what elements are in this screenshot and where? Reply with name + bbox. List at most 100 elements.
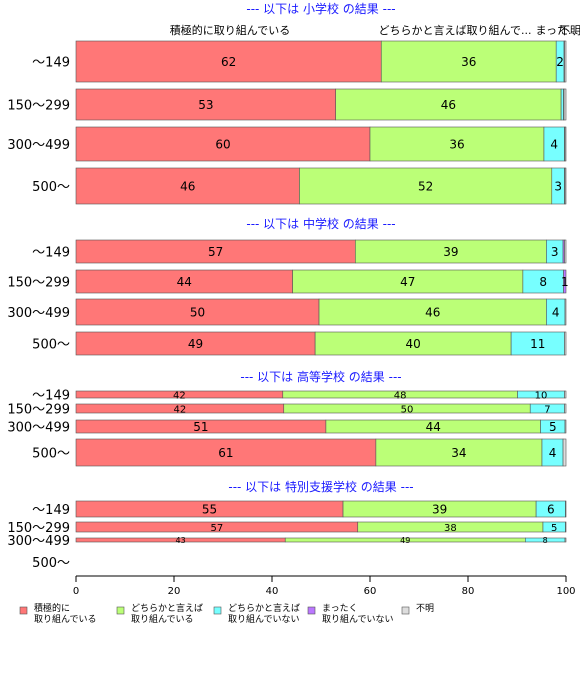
data-label: 49 xyxy=(188,337,203,351)
category-label: 300〜499 xyxy=(7,421,70,436)
legend-swatch xyxy=(213,606,222,615)
bar-segment xyxy=(75,88,337,121)
category-label: 150〜299 xyxy=(7,276,70,291)
data-label: 42 xyxy=(174,404,187,415)
data-label: 4 xyxy=(549,446,557,460)
data-label: 46 xyxy=(425,306,440,320)
data-label: 57 xyxy=(211,523,224,534)
category-label: 300〜499 xyxy=(7,306,70,321)
bar-segment xyxy=(562,438,567,467)
bar-segment xyxy=(369,126,545,162)
legend-label: まったく xyxy=(322,603,358,614)
data-label: 6 xyxy=(547,503,555,517)
data-label: 42 xyxy=(173,390,186,401)
data-label: 43 xyxy=(176,536,186,545)
data-label: 46 xyxy=(441,98,456,112)
data-label: 5 xyxy=(549,420,557,434)
data-label: 48 xyxy=(394,390,407,401)
legend-label: 不明 xyxy=(416,603,434,614)
legend-swatch xyxy=(116,606,125,615)
bar-segment xyxy=(564,239,567,264)
panel-title: --- 以下は 小学校 の結果 --- xyxy=(246,1,395,16)
x-tick-label: 100 xyxy=(556,586,575,597)
category-label: 〜149 xyxy=(32,56,70,71)
category-label: 〜149 xyxy=(32,389,70,404)
legend-label: どちらかと言えば xyxy=(131,602,203,614)
data-label: 44 xyxy=(177,275,192,289)
data-label: 38 xyxy=(444,523,457,534)
data-label: 7 xyxy=(544,404,550,415)
x-tick-label: 0 xyxy=(73,586,79,597)
bar-segment xyxy=(75,298,320,326)
legend-swatch xyxy=(307,606,316,615)
legend-label: 積極的に xyxy=(34,602,70,614)
bar-segment xyxy=(75,126,371,162)
data-label: 62 xyxy=(221,55,236,69)
legend-label: 取り組んでいる xyxy=(34,613,97,625)
category-label: 150〜299 xyxy=(7,403,70,418)
category-label: 500〜 xyxy=(32,338,70,353)
x-tick-label: 80 xyxy=(462,586,475,597)
panel-title: --- 以下は 高等学校 の結果 --- xyxy=(240,369,401,384)
data-label: 61 xyxy=(218,446,233,460)
bar-segment xyxy=(563,269,567,294)
data-label: 39 xyxy=(443,245,458,259)
x-tick-label: 20 xyxy=(168,586,181,597)
bar-segment xyxy=(380,40,557,83)
data-label: 46 xyxy=(180,180,195,194)
data-label: 39 xyxy=(432,503,447,517)
panel-title: --- 以下は 特別支援学校 の結果 --- xyxy=(228,479,413,494)
bar-segment xyxy=(75,438,377,467)
data-label: 3 xyxy=(551,245,559,259)
data-label: 5 xyxy=(551,523,557,534)
data-label: 10 xyxy=(535,390,548,401)
data-label: 52 xyxy=(418,180,433,194)
bar-segment xyxy=(75,167,300,205)
data-label: 47 xyxy=(400,275,415,289)
x-tick-label: 40 xyxy=(266,586,279,597)
data-label: 2 xyxy=(556,55,564,69)
legend-label: どちらかと言えば xyxy=(228,602,300,614)
legend-label: 取り組んでいない xyxy=(228,613,300,625)
x-tick-label: 60 xyxy=(364,586,377,597)
bar-segment xyxy=(564,537,567,543)
bar-segment xyxy=(560,88,564,121)
data-label: 36 xyxy=(449,138,464,152)
category-label: 〜149 xyxy=(32,246,70,261)
category-label: 150〜299 xyxy=(7,521,70,536)
bar-segment xyxy=(564,403,567,414)
data-label: 36 xyxy=(461,55,476,69)
category-label: 150〜299 xyxy=(7,99,70,114)
data-label: 40 xyxy=(405,337,420,351)
panel-title: --- 以下は 中学校 の結果 --- xyxy=(246,216,395,231)
category-label: 〜149 xyxy=(32,503,70,518)
data-label: 8 xyxy=(539,275,547,289)
data-label: 3 xyxy=(554,180,562,194)
data-label: 53 xyxy=(198,98,213,112)
data-label: 1 xyxy=(561,275,569,289)
data-label: 44 xyxy=(426,420,441,434)
bar-segment xyxy=(563,88,567,121)
column-header: 不明 xyxy=(559,24,580,37)
data-label: 4 xyxy=(552,306,560,320)
bar-segment xyxy=(565,500,567,518)
data-label: 34 xyxy=(451,446,466,460)
legend-swatch xyxy=(401,606,410,615)
bar-segment xyxy=(564,390,567,399)
column-header: まった... xyxy=(535,24,578,37)
bar-segment xyxy=(564,40,567,83)
category-label: 300〜499 xyxy=(7,534,70,549)
category-label: 500〜 xyxy=(32,556,70,571)
category-label: 500〜 xyxy=(32,447,70,462)
bar-segment xyxy=(335,88,562,121)
category-label: 500〜 xyxy=(32,180,70,195)
legend-label: 取り組んでいない xyxy=(322,613,394,625)
data-label: 50 xyxy=(190,306,205,320)
legend-label: 取り組んでいる xyxy=(131,613,194,625)
bar-segment xyxy=(564,419,567,434)
bar-segment xyxy=(299,167,553,205)
data-label: 57 xyxy=(208,245,223,259)
data-label: 60 xyxy=(215,138,230,152)
bar-segment xyxy=(564,126,567,162)
data-label: 55 xyxy=(202,503,217,517)
